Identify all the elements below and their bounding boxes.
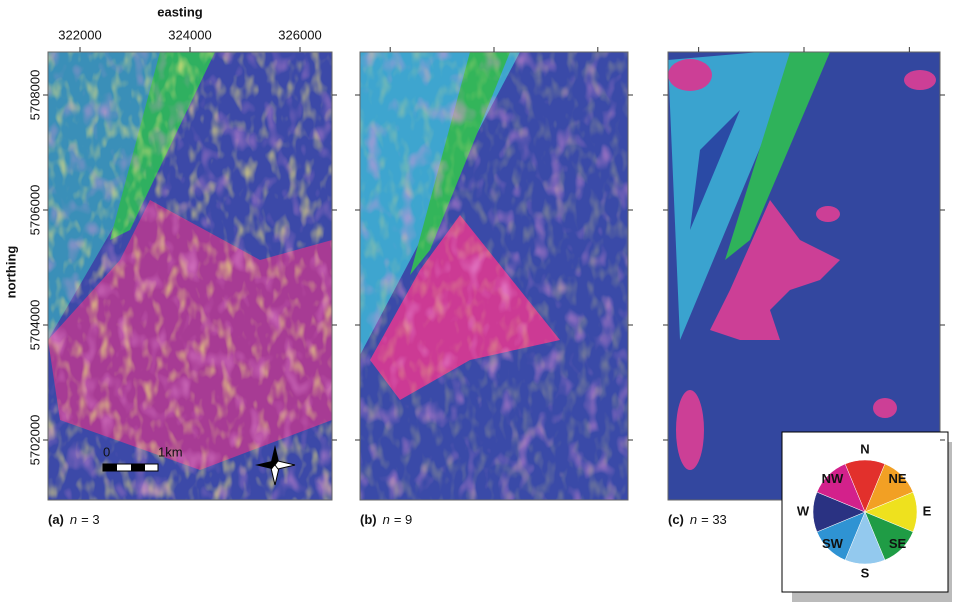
legend-label: NW xyxy=(822,471,844,486)
map-panel-a xyxy=(48,52,332,500)
legend-label: SW xyxy=(822,536,844,551)
legend-label: W xyxy=(797,503,810,518)
y-tick-label: 5704000 xyxy=(27,300,42,351)
panel-label: (b) n = 9 xyxy=(360,512,412,527)
y-tick-label: 5706000 xyxy=(27,185,42,236)
x-tick-label: 326000 xyxy=(278,27,321,42)
panel-letter: (a) xyxy=(48,512,64,527)
panel-letter: (b) xyxy=(360,512,377,527)
legend-label: SE xyxy=(889,536,907,551)
panel-value: = 3 xyxy=(81,512,99,527)
panel-value: = 9 xyxy=(394,512,412,527)
panel-label: (c) n = 33 xyxy=(668,512,727,527)
scale-end: 1km xyxy=(158,444,183,459)
x-tick-label: 324000 xyxy=(168,27,211,42)
legend-label: E xyxy=(923,503,932,518)
x-axis-title: easting xyxy=(157,4,203,19)
map-panel-b xyxy=(360,52,628,500)
panel-var: n xyxy=(70,512,77,527)
scale-bar xyxy=(103,464,158,471)
panel-label: (a) n = 3 xyxy=(48,512,100,527)
legend-label: N xyxy=(860,441,869,456)
y-tick-label: 5702000 xyxy=(27,415,42,466)
x-tick-label: 322000 xyxy=(58,27,101,42)
y-tick-label: 5708000 xyxy=(27,70,42,121)
scale-start: 0 xyxy=(103,444,110,459)
panel-value: = 33 xyxy=(701,512,727,527)
panel-letter: (c) xyxy=(668,512,684,527)
legend-label: S xyxy=(861,565,870,580)
panel-var: n xyxy=(690,512,697,527)
panel-var: n xyxy=(383,512,390,527)
figure: 0 1km easting northing N NE E SE S SW W NW 3220… xyxy=(0,0,958,603)
y-axis-title: northing xyxy=(3,246,18,299)
legend-label: NE xyxy=(888,471,906,486)
